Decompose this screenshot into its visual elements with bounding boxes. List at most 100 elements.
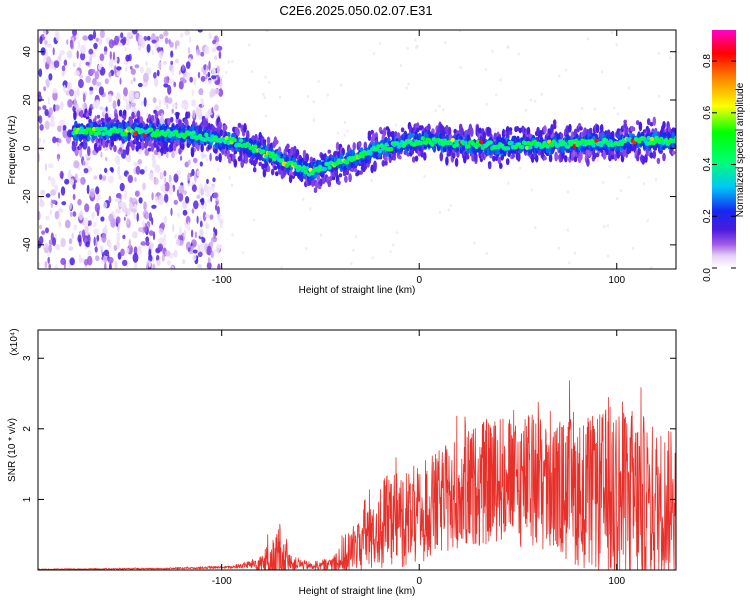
spectrogram-noise-cell bbox=[264, 114, 268, 118]
spectrogram-noise-cell bbox=[67, 82, 71, 90]
spectrogram-noise-cell bbox=[43, 86, 47, 92]
spectrogram-noise-cell bbox=[354, 235, 358, 239]
spectrogram-noise-cell bbox=[185, 61, 191, 69]
spectrogram-noise-cell bbox=[200, 197, 205, 206]
spectrogram-noise-cell bbox=[615, 43, 618, 47]
spectrogram-noise-cell bbox=[203, 185, 208, 192]
spectrogram-noise-cell bbox=[60, 237, 66, 248]
spectrogram-noise-cell bbox=[114, 155, 121, 164]
spectrogram-ridge-cell bbox=[244, 136, 249, 143]
spectrogram-noise-cell bbox=[178, 192, 184, 202]
spectrogram-noise-cell bbox=[165, 250, 171, 257]
spectrogram-ridge-cell bbox=[450, 137, 455, 143]
spectrogram-ridge-cell bbox=[382, 127, 387, 137]
spectrogram-ridge-cell bbox=[127, 135, 132, 140]
spectrogram-ridge-cell bbox=[398, 155, 402, 160]
spectrogram-noise-cell bbox=[68, 246, 74, 251]
spectrogram-noise-cell bbox=[218, 50, 222, 59]
spectrogram-x-tick-label: 0 bbox=[416, 275, 422, 286]
spectrogram-ridge-cell bbox=[593, 152, 597, 160]
spectrogram-ridge-cell bbox=[133, 131, 138, 137]
spectrogram-ridge-cell bbox=[586, 157, 590, 167]
spectrogram-noise-cell bbox=[108, 39, 115, 49]
spectrogram-noise-cell bbox=[66, 39, 69, 45]
spectrogram-noise-cell bbox=[423, 174, 426, 179]
spectrogram-ridge-cell bbox=[505, 146, 511, 151]
spectrogram-noise-cell bbox=[160, 222, 166, 230]
spectrogram-noise-cell bbox=[158, 98, 161, 109]
spectrogram-ridge-cell bbox=[328, 175, 333, 182]
snr-y-multiplier: (x10⁴) bbox=[9, 328, 20, 355]
spectrogram-noise-cell bbox=[568, 261, 571, 265]
spectrogram-noise-cell bbox=[200, 97, 203, 104]
spectrogram-ridge-cell bbox=[624, 125, 629, 134]
spectrogram-noise-cell bbox=[81, 103, 85, 110]
spectrogram-noise-cell bbox=[183, 190, 187, 196]
spectrogram-noise-cell bbox=[42, 138, 45, 144]
spectrogram-noise-cell bbox=[178, 70, 181, 75]
spectrogram-noise-cell bbox=[38, 236, 44, 245]
spectrogram-noise-cell bbox=[180, 32, 184, 38]
spectrogram-ridge-cell bbox=[88, 119, 92, 124]
spectrogram-noise-cell bbox=[66, 50, 73, 59]
spectrogram-ridge-cell bbox=[169, 116, 174, 123]
spectrogram-noise-cell bbox=[104, 262, 107, 269]
spectrogram-noise-cell bbox=[164, 37, 169, 45]
spectrogram-noise-cell bbox=[125, 97, 129, 106]
spectrogram-ridge-cell bbox=[555, 154, 560, 160]
spectrogram-noise-cell bbox=[89, 55, 92, 66]
spectrogram-noise-cell bbox=[39, 124, 44, 131]
snr-y-axis-label: SNR (10 * v/v) bbox=[7, 418, 18, 482]
snr-y-tick-label: 3 bbox=[22, 355, 33, 361]
spectrogram-noise-cell bbox=[167, 84, 172, 95]
spectrogram-noise-cell bbox=[540, 92, 543, 96]
spectrogram-panel: -100 0 100 -40 -20 0 20 40 Height of straight l… bbox=[7, 29, 677, 296]
spectrogram-noise-cell bbox=[187, 172, 191, 181]
spectrogram-ridge-cell bbox=[296, 171, 301, 178]
spectrogram-noise-cell bbox=[280, 265, 283, 269]
spectrogram-ridge-cell bbox=[98, 145, 102, 151]
spectrogram-ridge-cell bbox=[258, 154, 263, 161]
spectrogram-ridge-cell bbox=[515, 126, 520, 132]
spectrogram-noise-cell bbox=[566, 190, 570, 194]
spectrogram-noise-cell bbox=[40, 189, 46, 196]
spectrogram-ridge-cell bbox=[663, 132, 667, 137]
spectrogram-ridge-cell bbox=[501, 128, 506, 139]
spectrogram-noise-cell bbox=[613, 106, 616, 110]
spectrogram-noise-cell bbox=[192, 109, 196, 119]
spectrogram-noise-cell bbox=[61, 71, 65, 77]
spectrogram-ridge-cell bbox=[642, 129, 647, 134]
spectrogram-noise-cell bbox=[200, 188, 204, 196]
spectrogram-ridge-cell bbox=[570, 131, 575, 138]
spectrogram-noise-cell bbox=[100, 151, 103, 158]
spectrogram-noise-cell bbox=[118, 175, 122, 180]
spectrogram-noise-cell bbox=[124, 46, 127, 52]
spectrogram-noise-cell bbox=[92, 30, 97, 40]
spectrogram-noise-cell bbox=[616, 197, 619, 201]
spectrogram-noise-cell bbox=[211, 185, 215, 193]
spectrogram-noise-cell bbox=[206, 262, 212, 269]
spectrogram-noise-cell bbox=[370, 178, 373, 182]
spectrogram-noise-cell bbox=[114, 260, 118, 269]
spectrogram-noise-cell bbox=[186, 181, 191, 187]
spectrogram-noise-cell bbox=[207, 79, 213, 85]
spectrogram-noise-cell bbox=[44, 120, 50, 130]
spectrogram-noise-cell bbox=[173, 81, 177, 88]
spectrogram-noise-cell bbox=[642, 182, 646, 186]
spectrogram-noise-cell bbox=[654, 177, 658, 182]
spectrogram-noise-cell bbox=[80, 52, 86, 61]
spectrogram-ridge-cell bbox=[331, 175, 336, 181]
spectrogram-noise-cell bbox=[48, 263, 51, 269]
spectrogram-noise-cell bbox=[197, 244, 200, 253]
spectrogram-noise-cell bbox=[210, 239, 214, 249]
spectrogram-noise-cell bbox=[38, 68, 43, 77]
spectrogram-noise-cell bbox=[47, 256, 50, 264]
spectrogram-noise-cell bbox=[196, 215, 199, 224]
spectrogram-noise-cell bbox=[449, 204, 452, 208]
spectrogram-ridge-cell bbox=[266, 136, 271, 145]
spectrogram-ridge-cell bbox=[359, 170, 363, 175]
spectrogram-noise-cell bbox=[43, 57, 48, 64]
spectrogram-noise-cell bbox=[152, 157, 157, 167]
spectrogram-ridge-cell bbox=[384, 142, 389, 147]
spectrogram-noise-cell bbox=[159, 34, 164, 40]
